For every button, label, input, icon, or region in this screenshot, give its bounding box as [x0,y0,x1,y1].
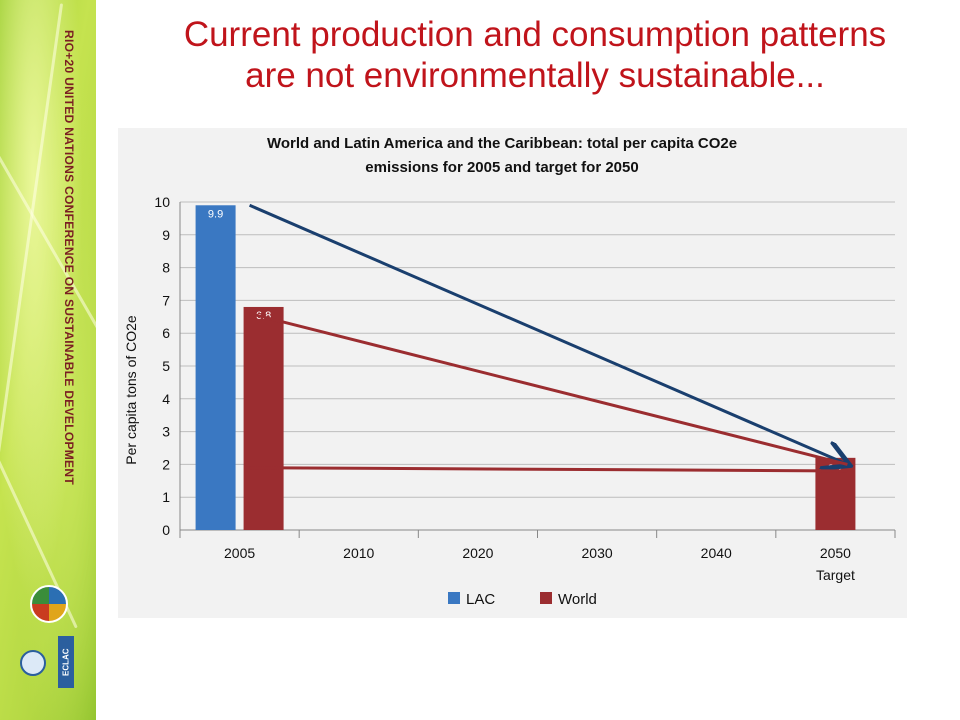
x-axis: 2005 2010 2020 2030 2040 2050 Target [179,530,896,583]
x-tick-label: 2050 [820,545,851,561]
bar-data-label: 9.9 [208,208,223,220]
trend-arrows [248,203,848,473]
legend-label-lac: LAC [466,591,495,608]
chart-container: World and Latin America and the Caribbea… [118,128,907,618]
world-trend-line [249,466,848,473]
chart-title-line2: emissions for 2005 and target for 2050 [365,159,638,176]
leaf-vein [0,79,96,341]
rio20-logo-icon [30,585,68,623]
bar-lac-2005 [195,205,236,530]
y-tick-label: 7 [162,292,170,308]
y-tick-label: 1 [162,489,170,505]
x-tick-label: 2020 [462,545,493,561]
bar-world-2005 [243,306,284,530]
emissions-chart: World and Latin America and the Caribbea… [123,135,896,608]
x-tick-label: 2010 [343,545,374,561]
y-tick-label: 9 [162,227,170,243]
bars: 9.96.82.2 [195,205,856,530]
slide-title-line2: are not environmentally sustainable... [245,56,825,95]
x-tick-sublabel: Target [816,567,855,583]
bar-data-label: 2.2 [828,463,843,475]
y-axis-ticks: 0 1 2 3 4 5 6 7 8 9 10 [154,194,170,538]
y-tick-label: 5 [162,358,170,374]
lac-trend-arrow [248,203,848,464]
legend-swatch-world [540,592,552,604]
y-axis-label: Per capita tons of CO2e [123,315,139,465]
legend-swatch-lac [448,592,460,604]
x-tick-label: 2040 [701,545,732,561]
y-tick-label: 2 [162,456,170,472]
x-tick-label: 2005 [224,545,255,561]
eclac-logo: ECLAC [58,636,74,688]
legend-label-world: World [558,591,597,608]
legend: LAC World [448,591,597,608]
slide-title: Current production and consumption patte… [110,14,960,96]
chart-title-line1: World and Latin America and the Caribbea… [267,135,737,152]
slide-title-line1: Current production and consumption patte… [183,15,887,54]
y-tick-label: 3 [162,424,170,440]
y-tick-label: 0 [162,522,170,538]
gridlines [179,201,895,531]
x-tick-label: 2030 [582,545,613,561]
un-emblem-icon [20,650,46,676]
y-tick-label: 10 [154,194,170,210]
world-trend-line [249,312,848,466]
y-tick-label: 6 [162,325,170,341]
conference-vertical-title: RIO+20 UNITED NATIONS CONFERENCE ON SUST… [62,30,76,485]
sidebar-decoration: RIO+20 UNITED NATIONS CONFERENCE ON SUST… [0,0,96,720]
y-tick-label: 4 [162,391,170,407]
y-tick-label: 8 [162,260,170,276]
